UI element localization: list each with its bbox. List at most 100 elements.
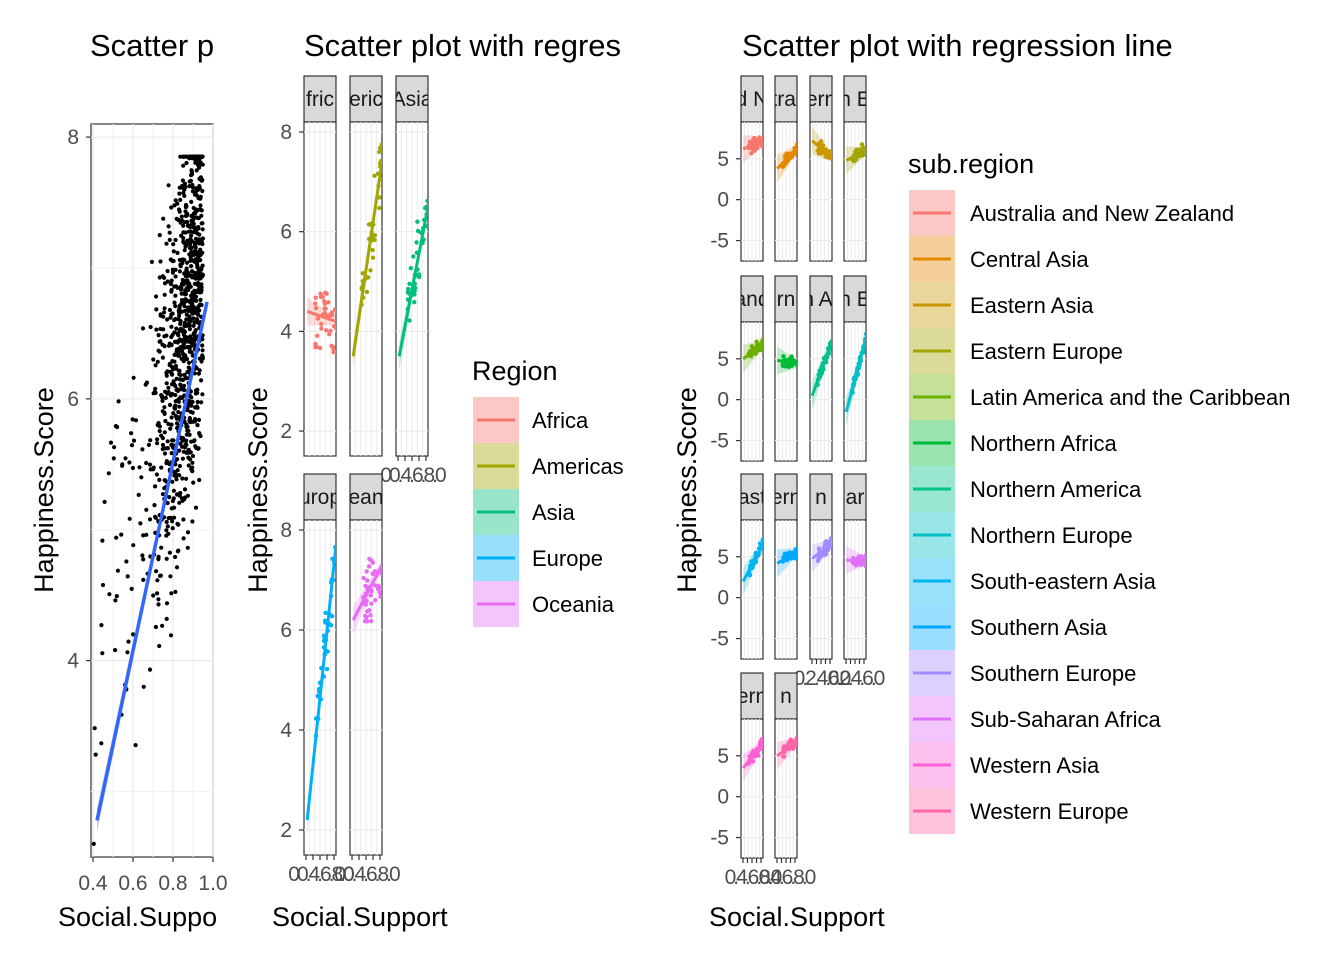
plot2-facet-americas-point	[377, 145, 382, 151]
plot1-point	[141, 577, 146, 583]
plot1-point	[187, 281, 192, 286]
plot1-point	[190, 301, 195, 307]
plot1-point	[178, 441, 183, 446]
plot1-point	[180, 185, 185, 190]
plot1-point	[177, 191, 182, 196]
plot2-facet-africa-point	[323, 290, 328, 296]
plot1-point	[113, 424, 118, 429]
plot1-point	[153, 484, 158, 489]
plot3-facet-southern-asia-point	[794, 546, 797, 552]
plot1-point	[170, 438, 175, 443]
plot1-point	[179, 214, 184, 219]
plot2-facet-oceania-point	[373, 598, 378, 603]
plot1-point	[177, 207, 182, 212]
plot1-point	[162, 430, 167, 435]
plot2-facet-oceania-point	[370, 571, 375, 576]
plot1-point	[160, 492, 166, 497]
plot1-point	[171, 411, 176, 416]
plot1-point	[164, 519, 169, 525]
plot1-point	[193, 417, 198, 422]
plot2-facet-asia-point	[406, 286, 411, 292]
plot1-point	[157, 424, 162, 429]
plot3-facet-southern-europe-x-tick-label: 0.2.4.6.0	[794, 667, 851, 690]
plot1-point	[144, 507, 149, 512]
plot2-facet-asia-point	[412, 300, 417, 305]
plot1-point	[155, 441, 160, 446]
plot1-point	[167, 307, 172, 313]
plot1-point	[129, 431, 134, 436]
plot1-point	[171, 249, 176, 254]
plot1-point	[163, 389, 168, 394]
plot1-point	[166, 385, 171, 390]
plot2-facet-oceania-strip	[349, 473, 383, 521]
plot1-point	[170, 498, 175, 504]
plot1-point	[188, 258, 193, 263]
plot1-point	[133, 743, 138, 748]
plot3-facet-south-eastern-asia-y-tick-label: -5	[710, 628, 729, 651]
plot1-point	[160, 342, 165, 347]
plot1-point	[112, 445, 117, 450]
plot1-point	[176, 399, 181, 404]
region-legend-item-label: Oceania	[532, 592, 615, 617]
plot2-facet-americas-point	[372, 173, 377, 178]
plot1-point	[156, 333, 161, 338]
plot1-point	[166, 421, 171, 427]
plot1-point	[161, 216, 166, 221]
plot2-facet-africa-point	[322, 306, 327, 311]
plot3-facet-southern-asia-point	[782, 551, 787, 557]
plot1-point	[200, 348, 205, 353]
plot2-facet-americas-point	[372, 233, 378, 238]
plot1-point	[180, 178, 185, 183]
plot2-facet-oceania-point	[373, 583, 378, 588]
plot1-point	[165, 269, 170, 274]
plot1-point	[183, 375, 188, 380]
plot2-facet-africa-point	[320, 294, 325, 300]
plot1-point	[185, 370, 190, 375]
plot1-point	[198, 194, 203, 199]
plot2-facet-asia-point	[414, 240, 419, 245]
plot1-point	[177, 448, 182, 453]
plot1-point	[123, 456, 128, 461]
plot1-point	[177, 500, 182, 505]
plot1-point	[156, 554, 161, 560]
plot1-point	[172, 505, 177, 510]
plot3-facet-western-asia-marks	[742, 737, 763, 783]
plot3-facet-south-eastern-asia-y-tick-label: 0	[717, 587, 729, 610]
plot3-facet-western-asia-strip-label: ern	[737, 685, 767, 708]
plot2-facet-oceania-point	[366, 564, 372, 569]
plot1-point	[180, 498, 185, 503]
plot1-point	[120, 463, 125, 468]
region-legend-item-label: Americas	[532, 454, 624, 479]
subregion-legend-item-label: South-eastern Asia	[970, 569, 1157, 594]
plot1-point	[91, 841, 96, 847]
plot1-point	[190, 410, 195, 415]
plot1-point	[197, 165, 202, 170]
plot1-point	[190, 453, 196, 459]
plot1-point	[178, 197, 183, 202]
plot2-facet-americas-marks	[351, 142, 382, 371]
plot3-facet-western-asia-y-tick-label: -5	[710, 827, 729, 850]
plot1-point	[156, 421, 161, 426]
plot2-facet-asia-point	[407, 318, 412, 323]
plot1-point	[192, 320, 197, 325]
plot3-facet-northern-africa-fit-line	[776, 358, 797, 366]
plot1-point	[99, 741, 104, 746]
plot3-facet-southern-asia-fit-line	[776, 550, 797, 565]
plot1-point	[191, 290, 197, 295]
plot1-point	[154, 327, 159, 332]
plot1-point	[186, 224, 191, 229]
subregion-legend-item-label: Northern Europe	[970, 523, 1133, 548]
plot1-point	[154, 569, 159, 574]
plot2-facet-oceania-point	[361, 575, 366, 581]
plot2-facet-africa-point	[327, 332, 332, 337]
plot1-point	[178, 327, 184, 333]
plot1-point	[176, 522, 181, 527]
subregion-legend-item-label: Western Asia	[970, 753, 1100, 778]
plot2-facet-africa-y-tick-label: 4	[280, 320, 292, 343]
plot1-point	[163, 418, 168, 424]
plot1-point	[197, 368, 202, 373]
plot3-facet-southern-europe-point	[828, 536, 832, 541]
plot1-xlabel: Social.Suppo	[58, 902, 217, 932]
plot1-point	[192, 240, 197, 245]
plot1-point	[173, 472, 179, 477]
